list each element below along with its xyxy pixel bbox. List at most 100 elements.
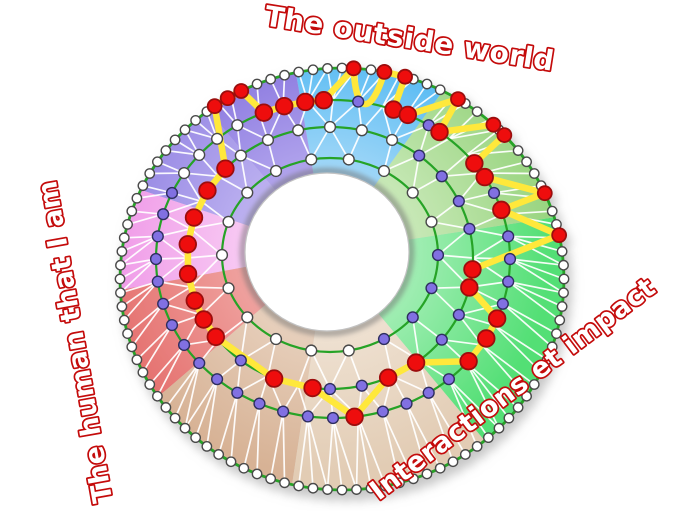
white-node <box>365 64 377 76</box>
purple-node <box>352 95 365 108</box>
mesh-line <box>119 235 159 267</box>
purple-node <box>177 338 191 352</box>
red-node <box>216 159 235 178</box>
mesh-line <box>156 257 188 283</box>
mesh-line <box>267 338 277 377</box>
white-node <box>160 145 172 156</box>
white-node <box>323 120 337 134</box>
mesh-line <box>391 375 430 394</box>
mesh-line <box>457 302 504 316</box>
mesh-line <box>121 235 159 253</box>
white-node <box>558 273 570 285</box>
mesh-line <box>184 362 201 430</box>
mesh-line <box>430 287 460 316</box>
mesh-line <box>184 378 218 430</box>
mesh-line <box>440 338 483 346</box>
red-node <box>178 235 197 254</box>
white-node <box>471 440 483 452</box>
mesh-line <box>411 316 443 341</box>
white-node <box>213 449 225 460</box>
white-node <box>336 62 348 74</box>
mesh-line <box>297 349 313 387</box>
white-node <box>261 133 275 147</box>
mesh-line <box>297 415 309 487</box>
white-node <box>385 133 399 147</box>
red-node <box>219 90 236 107</box>
mesh-line <box>507 280 563 308</box>
white-node <box>434 462 446 474</box>
purple-node <box>413 149 426 162</box>
purple-node <box>231 386 244 399</box>
white-node <box>122 328 133 340</box>
mesh-line <box>411 316 421 362</box>
mesh-line <box>465 128 500 156</box>
purple-node <box>377 332 391 346</box>
red-node <box>475 167 494 187</box>
white-node <box>251 78 263 90</box>
purple-node <box>452 308 465 321</box>
mesh-line <box>306 415 329 491</box>
white-node <box>238 462 250 474</box>
mesh-line <box>448 378 478 448</box>
mesh-line <box>465 362 519 409</box>
white-node <box>425 215 438 228</box>
white-node <box>193 148 206 161</box>
white-node <box>116 246 128 257</box>
purple-node <box>355 379 368 392</box>
white-node <box>152 156 163 168</box>
hole-rim-shadow <box>239 167 415 337</box>
mesh-line <box>148 344 185 386</box>
purple-node <box>157 208 170 221</box>
mesh-line <box>329 100 360 128</box>
mesh-line <box>382 74 401 108</box>
purple-node <box>165 186 179 200</box>
mesh-line <box>405 402 428 475</box>
red-node <box>551 227 568 244</box>
mesh-line <box>282 410 286 484</box>
red-node <box>296 92 315 112</box>
white-node <box>336 484 348 496</box>
mesh-line <box>162 302 203 316</box>
mesh-line <box>119 258 157 280</box>
mesh-line <box>332 417 358 491</box>
white-node <box>116 301 128 312</box>
mesh-line <box>269 410 284 480</box>
white-node <box>118 232 130 244</box>
mesh-line <box>493 324 548 361</box>
mesh-line <box>126 302 165 335</box>
label-outside-world: The outside world <box>262 0 556 78</box>
white-node <box>528 379 540 390</box>
purple-node <box>442 373 456 386</box>
white-node <box>521 156 532 168</box>
mesh-line <box>448 378 490 439</box>
white-node <box>322 484 333 495</box>
white-node <box>234 149 247 162</box>
purple-node <box>425 282 438 295</box>
white-node <box>144 379 156 390</box>
white-node <box>365 482 377 494</box>
mesh-line <box>382 410 415 480</box>
purple-node <box>422 386 435 399</box>
white-node <box>241 186 254 199</box>
purple-node <box>435 170 448 183</box>
mesh-line <box>126 213 165 226</box>
mesh-line <box>189 286 230 290</box>
purple-node <box>376 405 389 418</box>
white-node <box>169 134 181 146</box>
white-node <box>421 78 433 90</box>
mesh-line <box>230 391 239 463</box>
mesh-line <box>501 302 558 335</box>
mesh-line <box>472 257 510 283</box>
white-node <box>222 215 235 228</box>
mesh-line <box>509 258 565 280</box>
mesh-line <box>119 280 159 294</box>
white-node <box>265 473 277 485</box>
purple-node <box>463 222 476 235</box>
white-node <box>322 63 333 74</box>
purple-node <box>502 230 515 243</box>
white-node <box>137 180 149 192</box>
purple-node <box>326 411 340 425</box>
white-node <box>137 366 149 378</box>
mesh-line <box>256 402 261 475</box>
red-node <box>496 127 513 143</box>
